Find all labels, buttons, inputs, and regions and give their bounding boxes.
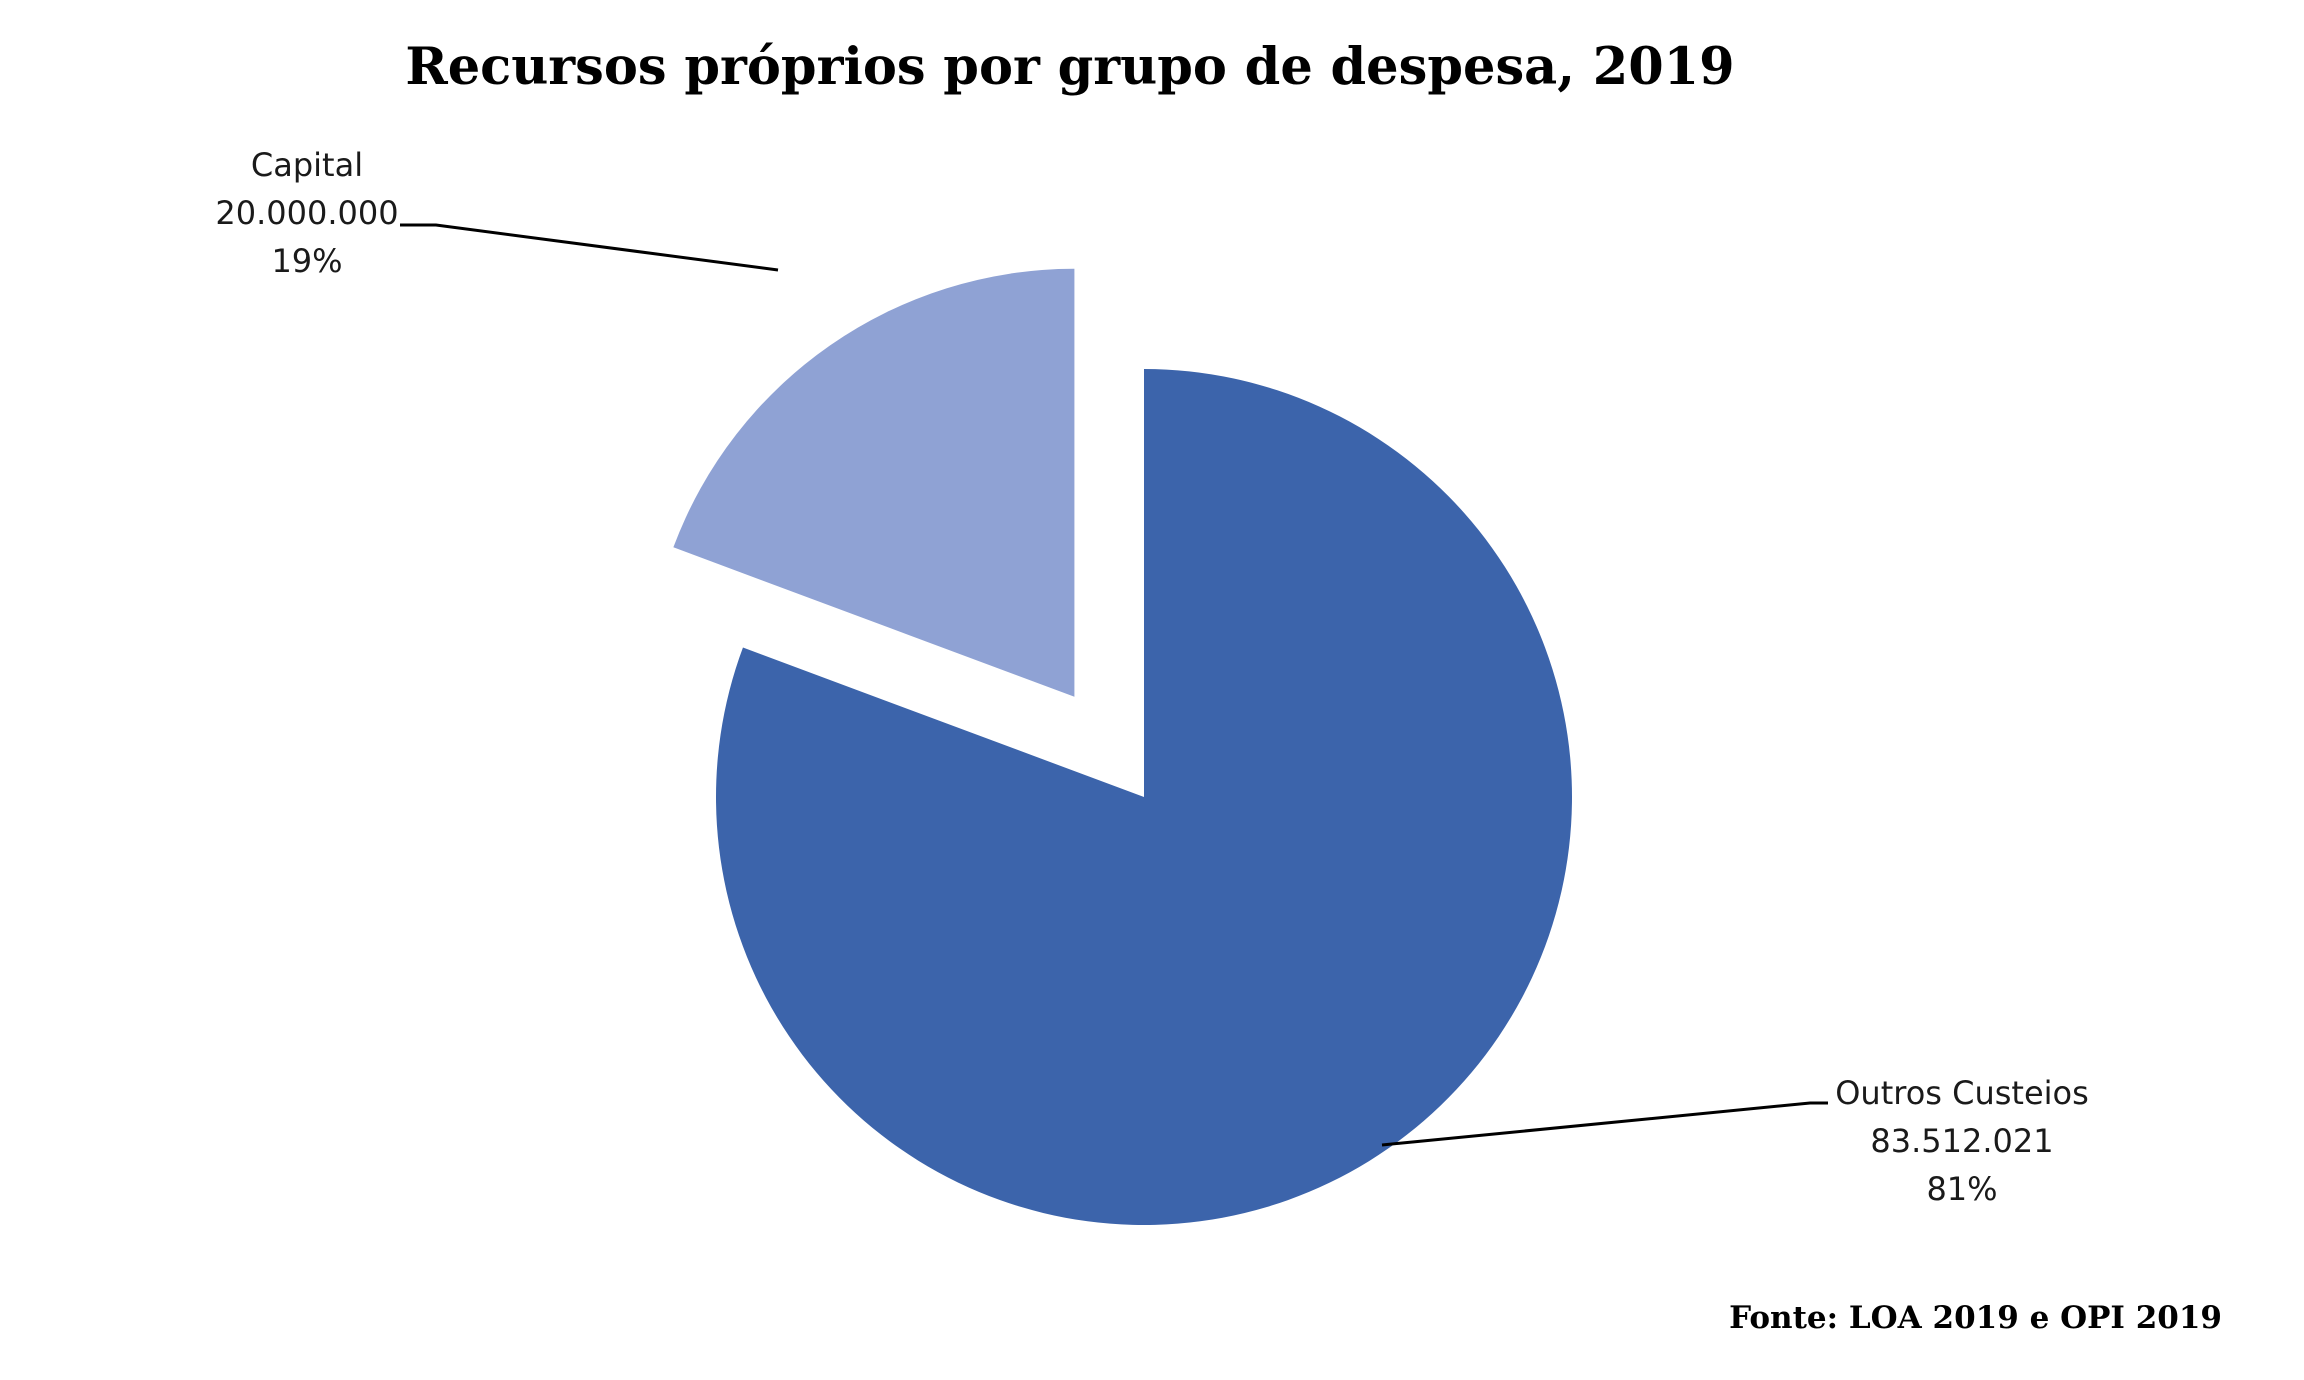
pie-slices [673,268,1573,1225]
pie-slice-capital [673,268,1075,697]
slice-percent-capital: 19% [271,242,342,280]
leader-line-capital [400,223,779,272]
slice-label-capital: Capital [251,146,363,184]
pie-slice-outros-custeios [716,369,1573,1225]
leader-line-outros-custeios [1381,1101,1828,1147]
slice-percent-outros-custeios: 81% [1926,1170,1997,1208]
slice-label-outros-custeios: Outros Custeios [1835,1074,2089,1112]
chart-source: Fonte: LOA 2019 e OPI 2019 [1729,1300,2222,1336]
label-capital: Capital 20.000.000 19% [215,146,779,280]
chart-title: Recursos próprios por grupo de despesa, … [405,37,1734,97]
slice-value-capital: 20.000.000 [215,194,398,232]
label-outros-custeios: Outros Custeios 83.512.021 81% [1381,1074,2089,1208]
slice-value-outros-custeios: 83.512.021 [1870,1122,2053,1160]
